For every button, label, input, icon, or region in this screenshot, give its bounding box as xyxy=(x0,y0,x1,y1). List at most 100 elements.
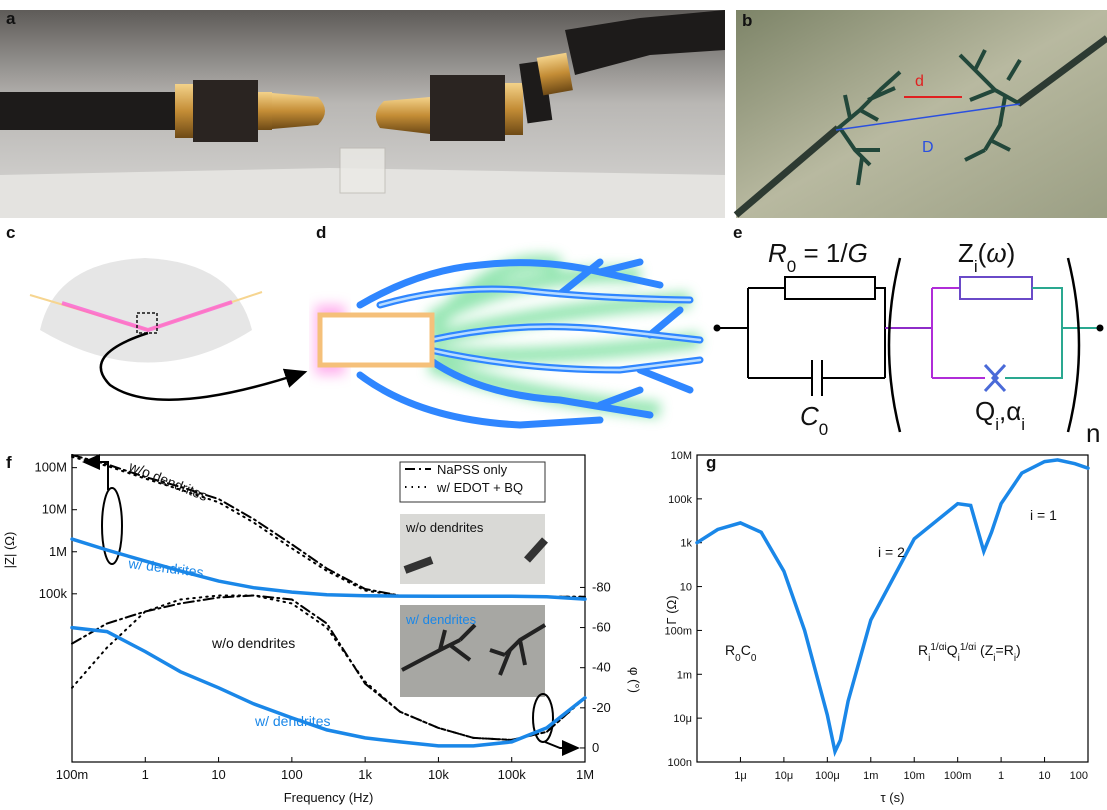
y-tick-label: 1k xyxy=(680,538,692,550)
part: ω xyxy=(986,238,1006,268)
inset-label: w/o dendrites xyxy=(405,520,484,535)
x-tick-label: 100 xyxy=(281,767,303,782)
part: i xyxy=(1021,415,1025,434)
part: Q xyxy=(975,396,995,426)
x-tick-label: 10 xyxy=(1038,770,1050,782)
annotation-part: i xyxy=(1014,653,1016,664)
x-tick-label: 100m xyxy=(56,767,89,782)
part: i xyxy=(995,415,999,434)
y-tick-label: 10μ xyxy=(673,713,692,725)
annotation-part: 0 xyxy=(735,653,741,664)
part: ( xyxy=(978,238,987,268)
y-tick-label: 10M xyxy=(671,450,692,462)
y-tick-label: 1m xyxy=(677,669,692,681)
part: ) xyxy=(1007,238,1016,268)
annotation-part: 1/αi xyxy=(960,642,976,653)
x-tick-label: 100 xyxy=(1070,770,1088,782)
y-tick-label: 1M xyxy=(49,544,67,559)
photo-b: d D xyxy=(733,10,1107,218)
annotation: i = 2 xyxy=(878,544,905,560)
plot-frame xyxy=(696,454,1089,763)
label-D: D xyxy=(922,139,934,156)
x-tick-label: 1m xyxy=(863,770,878,782)
part: 0 xyxy=(787,257,796,276)
part: 0 xyxy=(819,420,828,439)
legend-label: w/ EDOT + BQ xyxy=(436,480,523,495)
part: ,α xyxy=(999,396,1021,426)
label-qi: Qi,αi xyxy=(975,396,1025,434)
x-tick-label: 1 xyxy=(998,770,1004,782)
annotation: w/o dendrites xyxy=(126,458,210,504)
x-tick-label: 1M xyxy=(576,767,594,782)
y-tick-label: 100k xyxy=(39,586,68,601)
annotation-part: R xyxy=(725,642,735,658)
part: R xyxy=(768,238,787,268)
annotation: w/ dendrites xyxy=(254,713,330,729)
inset-photos xyxy=(399,461,548,697)
x-tick-label: 100k xyxy=(498,767,527,782)
x-axis-title: τ (s) xyxy=(881,790,905,805)
y-tick-label: 10M xyxy=(42,502,67,517)
annotation-part: 0 xyxy=(751,653,757,664)
annotation-part: i xyxy=(993,653,995,664)
annotation: w/ dendrites xyxy=(127,555,205,580)
series-line xyxy=(70,625,587,748)
part: C xyxy=(800,401,819,431)
y-tick-label: 100n xyxy=(668,757,692,769)
x-tick-label: 1 xyxy=(142,767,149,782)
label-zi: Zi(ω) xyxy=(958,238,1015,276)
part: G xyxy=(848,238,868,268)
plot-frame xyxy=(71,454,586,763)
annotation-part: 1/αi xyxy=(930,642,946,653)
annotation-part: C xyxy=(741,642,751,658)
annotation: w/o dendrites xyxy=(211,635,295,651)
annotation-part: ) xyxy=(1016,642,1021,658)
y-tick-label: 10 xyxy=(680,582,692,594)
annotation-part: i xyxy=(958,653,960,664)
annotation: i = 1 xyxy=(1030,507,1057,523)
x-tick-label: 10m xyxy=(904,770,925,782)
part: Z xyxy=(958,238,974,268)
circuit-e xyxy=(713,257,1104,433)
y2-tick-label: -80 xyxy=(592,579,611,594)
panel-label: g xyxy=(706,453,716,472)
y2-tick-label: -20 xyxy=(592,700,611,715)
y-axis-title: Γ (Ω) xyxy=(664,595,679,624)
x-tick-label: 10μ xyxy=(775,770,794,782)
schematic-d xyxy=(315,254,704,429)
panel-label: c xyxy=(6,223,15,242)
panel-label: d xyxy=(316,223,326,242)
inset-label: w/ dendrites xyxy=(405,612,477,627)
annotation-part: R xyxy=(918,642,928,658)
annotation-part: =R xyxy=(996,642,1014,658)
y-axis-title: |Z| (Ω) xyxy=(2,532,17,569)
part: i xyxy=(974,257,978,276)
panel-label: a xyxy=(6,9,16,28)
y2-tick-label: -60 xyxy=(592,620,611,635)
label-d: d xyxy=(915,73,924,90)
panel-label: b xyxy=(742,11,752,30)
x-tick-label: 1μ xyxy=(734,770,746,782)
y2-tick-label: -40 xyxy=(592,660,611,675)
annotation-part: (Z xyxy=(976,642,994,658)
series-line xyxy=(70,537,587,601)
label-r0: R0 = 1/G xyxy=(768,238,868,276)
label-n: n xyxy=(1086,418,1100,448)
label-c0: C0 xyxy=(800,401,828,439)
y-tick-label: 100M xyxy=(34,460,67,475)
annotation-part: Q xyxy=(947,642,958,658)
y-tick-label: 100k xyxy=(668,494,692,506)
x-tick-label: 100m xyxy=(944,770,972,782)
panel-label: f xyxy=(6,453,12,472)
series-line xyxy=(71,455,586,598)
x-axis-title: Frequency (Hz) xyxy=(284,790,374,805)
legend-label: NaPSS only xyxy=(437,462,508,477)
y-tick-label: 100m xyxy=(664,625,692,637)
y2-axis-title: φ (°) xyxy=(627,667,642,693)
schematic-c xyxy=(29,258,308,401)
photo-a xyxy=(0,10,725,218)
annotation-part: i xyxy=(928,653,930,664)
x-tick-label: 1k xyxy=(358,767,372,782)
panel-label: e xyxy=(733,223,742,242)
